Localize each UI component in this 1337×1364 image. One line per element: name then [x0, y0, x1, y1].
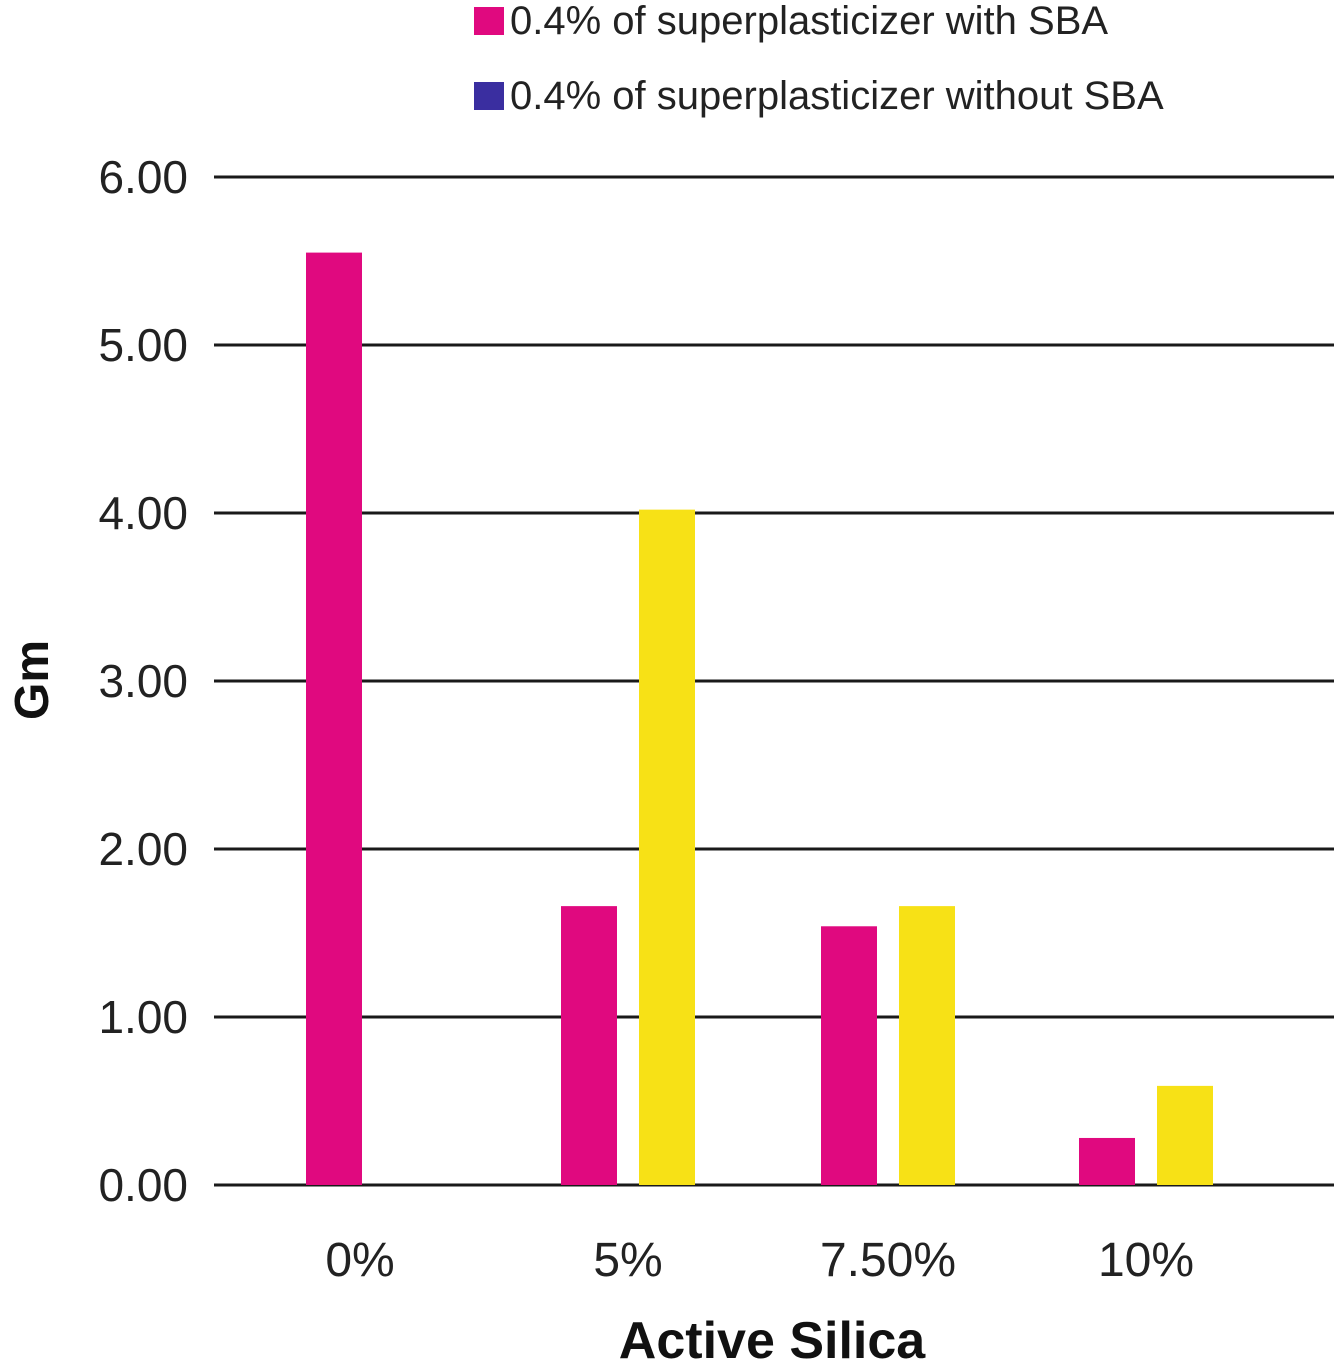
- y-tick-label: 6.00: [98, 151, 188, 203]
- gridlines: [214, 175, 1334, 1187]
- y-tick-label: 0.00: [98, 1159, 188, 1211]
- bar-with-sba-0: [306, 252, 362, 1186]
- x-axis-title: Active Silica: [619, 1312, 926, 1364]
- y-tick-label: 2.00: [98, 823, 188, 875]
- bar-without-sba-3: [1157, 1085, 1213, 1185]
- y-tick-label: 3.00: [98, 655, 188, 707]
- bar-without-sba-1: [639, 509, 695, 1185]
- bars: [306, 252, 1213, 1186]
- x-tick-label: 7.50%: [820, 1234, 956, 1287]
- bar-with-sba-2: [821, 926, 877, 1185]
- bar-without-sba-2: [899, 906, 955, 1185]
- x-tick-label: 10%: [1098, 1234, 1194, 1287]
- y-tick-label: 1.00: [98, 991, 188, 1043]
- legend-item-without-sba: 0.4% of superplasticizer without SBA: [474, 74, 1164, 118]
- legend-swatch-with-sba: [474, 7, 504, 35]
- x-tick-label: 5%: [593, 1234, 662, 1287]
- y-tick-label: 5.00: [98, 319, 188, 371]
- legend: 0.4% of superplasticizer with SBA 0.4% o…: [474, 0, 1164, 118]
- x-tick-labels: 0% 5% 7.50% 10%: [325, 1234, 1194, 1287]
- bar-with-sba-3: [1079, 1137, 1135, 1185]
- y-axis-title: Gm: [6, 640, 59, 720]
- y-tick-label: 4.00: [98, 487, 188, 539]
- legend-swatch-without-sba: [474, 82, 504, 110]
- legend-item-with-sba: 0.4% of superplasticizer with SBA: [474, 0, 1108, 43]
- legend-label-without-sba: 0.4% of superplasticizer without SBA: [510, 74, 1164, 118]
- y-tick-labels: 0.00 1.00 2.00 3.00 4.00 5.00 6.00: [98, 151, 188, 1211]
- legend-label-with-sba: 0.4% of superplasticizer with SBA: [510, 0, 1108, 43]
- bar-with-sba-1: [561, 906, 617, 1185]
- x-tick-label: 0%: [325, 1234, 394, 1287]
